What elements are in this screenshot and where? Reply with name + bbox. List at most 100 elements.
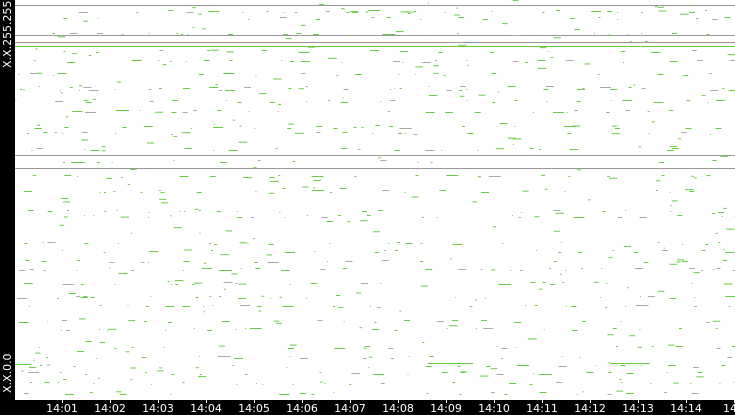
traffic-segment	[539, 149, 542, 150]
traffic-segment	[198, 74, 204, 75]
traffic-segment	[235, 329, 237, 330]
traffic-segment	[341, 148, 348, 149]
traffic-segment	[148, 251, 158, 252]
traffic-dot	[459, 95, 465, 97]
traffic-dot	[79, 318, 86, 320]
traffic-segment	[634, 268, 643, 269]
traffic-segment	[329, 243, 331, 244]
traffic-segment	[219, 162, 227, 163]
traffic-segment	[614, 128, 620, 129]
traffic-dot	[35, 352, 41, 354]
traffic-segment	[444, 12, 446, 13]
traffic-dot	[341, 8, 345, 10]
traffic-dot	[238, 141, 248, 143]
traffic-segment	[380, 160, 387, 161]
traffic-dot	[226, 51, 235, 53]
traffic-dot	[285, 38, 292, 40]
traffic-segment	[606, 112, 610, 113]
traffic-dot	[467, 64, 470, 66]
traffic-segment	[169, 61, 172, 62]
traffic-dot	[332, 306, 336, 308]
traffic-segment	[461, 126, 465, 127]
traffic-dot	[121, 34, 124, 36]
traffic-dot	[512, 0, 519, 2]
traffic-dot	[59, 224, 65, 226]
traffic-segment	[694, 306, 698, 307]
traffic-segment	[681, 244, 683, 245]
traffic-dot	[582, 391, 584, 393]
traffic-dot	[472, 201, 478, 203]
traffic-segment	[267, 262, 279, 263]
x-tick	[494, 398, 495, 403]
traffic-segment	[425, 150, 435, 151]
traffic-segment	[477, 150, 479, 151]
traffic-dot	[232, 119, 236, 121]
traffic-dot	[273, 78, 282, 80]
traffic-segment	[610, 363, 650, 364]
traffic-dot	[633, 84, 636, 86]
traffic-segment	[661, 175, 665, 176]
traffic-dot	[191, 7, 196, 9]
traffic-segment	[667, 365, 676, 366]
traffic-dot	[355, 292, 362, 294]
traffic-segment	[83, 296, 88, 297]
traffic-segment	[459, 394, 462, 395]
traffic-segment	[507, 86, 516, 87]
traffic-segment	[372, 374, 384, 375]
traffic-segment	[28, 372, 40, 373]
traffic-segment	[491, 73, 497, 74]
traffic-dot	[283, 34, 288, 36]
traffic-segment	[90, 297, 95, 298]
traffic-dot	[88, 55, 92, 57]
traffic-segment	[467, 133, 474, 134]
traffic-dot	[161, 202, 168, 204]
traffic-segment	[622, 100, 633, 101]
traffic-segment	[282, 306, 294, 307]
traffic-dot	[36, 72, 43, 74]
traffic-segment	[306, 215, 308, 216]
traffic-segment	[728, 306, 731, 307]
traffic-segment	[341, 62, 343, 63]
traffic-segment	[227, 34, 233, 35]
traffic-segment	[28, 306, 30, 307]
traffic-segment	[650, 52, 661, 53]
traffic-segment	[25, 260, 30, 261]
traffic-dot	[261, 295, 265, 297]
traffic-segment	[677, 215, 683, 216]
traffic-dot	[231, 273, 238, 275]
traffic-dot	[192, 27, 195, 29]
traffic-dot	[559, 273, 562, 275]
traffic-segment	[148, 217, 150, 218]
traffic-segment	[69, 33, 78, 34]
traffic-dot	[691, 175, 695, 177]
traffic-segment	[171, 112, 177, 113]
traffic-segment	[346, 12, 350, 13]
traffic-segment	[669, 298, 677, 299]
traffic-segment	[254, 128, 256, 129]
traffic-dot	[723, 248, 725, 250]
traffic-segment	[597, 74, 600, 75]
traffic-segment	[675, 346, 683, 347]
traffic-segment	[514, 126, 516, 127]
traffic-dot	[608, 257, 613, 259]
traffic-segment	[368, 367, 370, 368]
traffic-dot	[693, 177, 697, 179]
traffic-segment	[568, 176, 571, 177]
traffic-dot	[62, 201, 71, 203]
traffic-segment	[221, 321, 230, 322]
traffic-segment	[607, 394, 612, 395]
traffic-segment	[353, 127, 357, 128]
traffic-segment	[376, 307, 381, 308]
traffic-segment	[683, 75, 689, 76]
traffic-segment	[328, 100, 331, 101]
traffic-segment	[180, 34, 183, 35]
plot-area[interactable]	[15, 0, 735, 400]
traffic-dot	[97, 377, 100, 379]
traffic-segment	[288, 88, 292, 89]
traffic-segment	[140, 192, 143, 193]
traffic-segment	[515, 347, 517, 348]
traffic-segment	[343, 268, 348, 269]
traffic-segment	[620, 365, 626, 366]
traffic-segment	[198, 210, 201, 211]
traffic-segment	[114, 89, 116, 90]
